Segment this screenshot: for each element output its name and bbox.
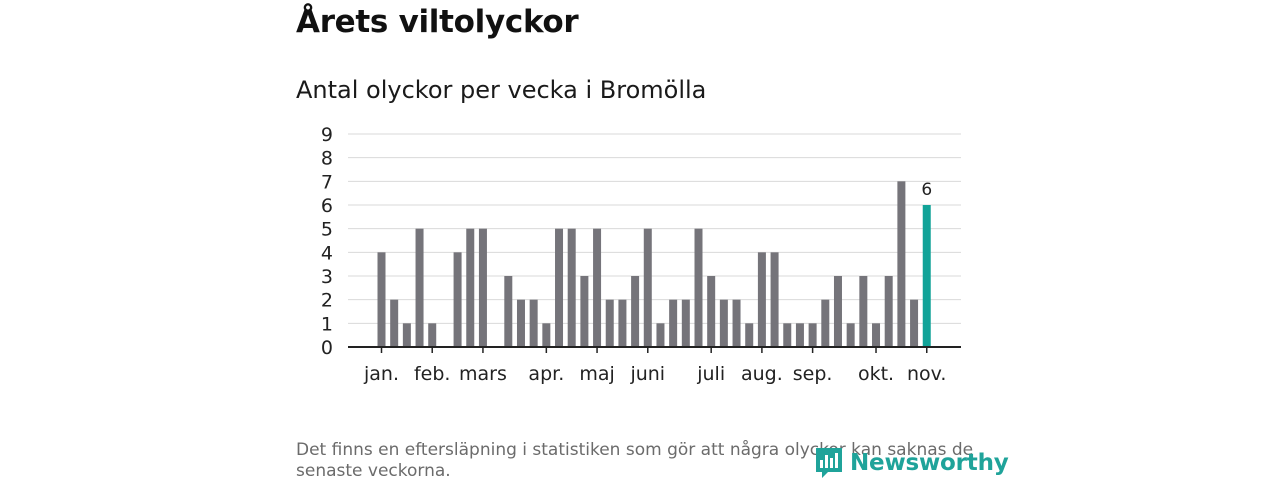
bar xyxy=(516,299,525,347)
bar xyxy=(453,252,462,347)
y-tick-label: 7 xyxy=(321,171,333,193)
y-tick-label: 3 xyxy=(321,266,333,288)
bar xyxy=(466,228,475,347)
bar xyxy=(694,228,703,347)
bar xyxy=(707,276,716,347)
data-label: 6 xyxy=(921,180,932,200)
bar xyxy=(580,276,589,347)
y-tick-label: 9 xyxy=(321,124,333,146)
bar xyxy=(529,299,538,347)
newsworthy-logo-icon xyxy=(816,448,842,478)
bar xyxy=(618,299,627,347)
bar xyxy=(555,228,564,347)
bar xyxy=(567,228,576,347)
bar xyxy=(681,299,690,347)
bar xyxy=(770,252,779,347)
x-tick-label: mars xyxy=(459,363,507,385)
bar xyxy=(745,323,754,347)
x-tick-label: sep. xyxy=(793,363,833,385)
y-tick-label: 4 xyxy=(321,242,333,264)
bar xyxy=(821,299,830,347)
y-tick-label: 5 xyxy=(321,219,333,241)
x-tick-label: nov. xyxy=(907,363,946,385)
bar xyxy=(593,228,602,347)
bar xyxy=(910,299,919,347)
bar xyxy=(859,276,868,347)
footnote: Det finns en eftersläpning i statistiken… xyxy=(296,440,974,481)
y-tick-label: 1 xyxy=(321,313,333,335)
y-tick-label: 0 xyxy=(321,337,333,359)
x-tick-label: juni xyxy=(629,363,665,385)
newsworthy-logo: Newsworthy xyxy=(814,446,1009,480)
y-tick-label: 8 xyxy=(321,148,333,170)
x-tick-label: maj xyxy=(579,363,614,385)
bar xyxy=(415,228,424,347)
bar xyxy=(390,299,399,347)
y-tick-label: 6 xyxy=(321,195,333,217)
bar xyxy=(542,323,551,347)
bar xyxy=(631,276,640,347)
bar xyxy=(897,181,906,347)
bar xyxy=(643,228,652,347)
bar-highlight xyxy=(922,205,931,347)
chart-subtitle: Antal olyckor per vecka i Bromölla xyxy=(296,76,707,104)
bar xyxy=(795,323,804,347)
bar xyxy=(428,323,437,347)
x-tick-label: jan. xyxy=(363,363,399,385)
bar xyxy=(846,323,855,347)
bar xyxy=(478,228,487,347)
x-tick-label: juli xyxy=(696,363,725,385)
bar xyxy=(719,299,728,347)
x-tick-label: feb. xyxy=(414,363,450,385)
bar xyxy=(732,299,741,347)
x-tick-label: okt. xyxy=(858,363,894,385)
bar xyxy=(872,323,881,347)
bar xyxy=(833,276,842,347)
bar xyxy=(605,299,614,347)
bar xyxy=(808,323,817,347)
x-tick-label: apr. xyxy=(528,363,564,385)
x-tick-label: aug. xyxy=(741,363,783,385)
bar xyxy=(402,323,411,347)
bar xyxy=(669,299,678,347)
bar xyxy=(783,323,792,347)
bar xyxy=(884,276,893,347)
bar xyxy=(757,252,766,347)
bar xyxy=(656,323,665,347)
y-tick-label: 2 xyxy=(321,290,333,312)
chart-title: Årets viltolyckor xyxy=(296,4,579,40)
newsworthy-logo-text: Newsworthy xyxy=(850,450,1009,476)
bar xyxy=(504,276,513,347)
bar xyxy=(377,252,386,347)
